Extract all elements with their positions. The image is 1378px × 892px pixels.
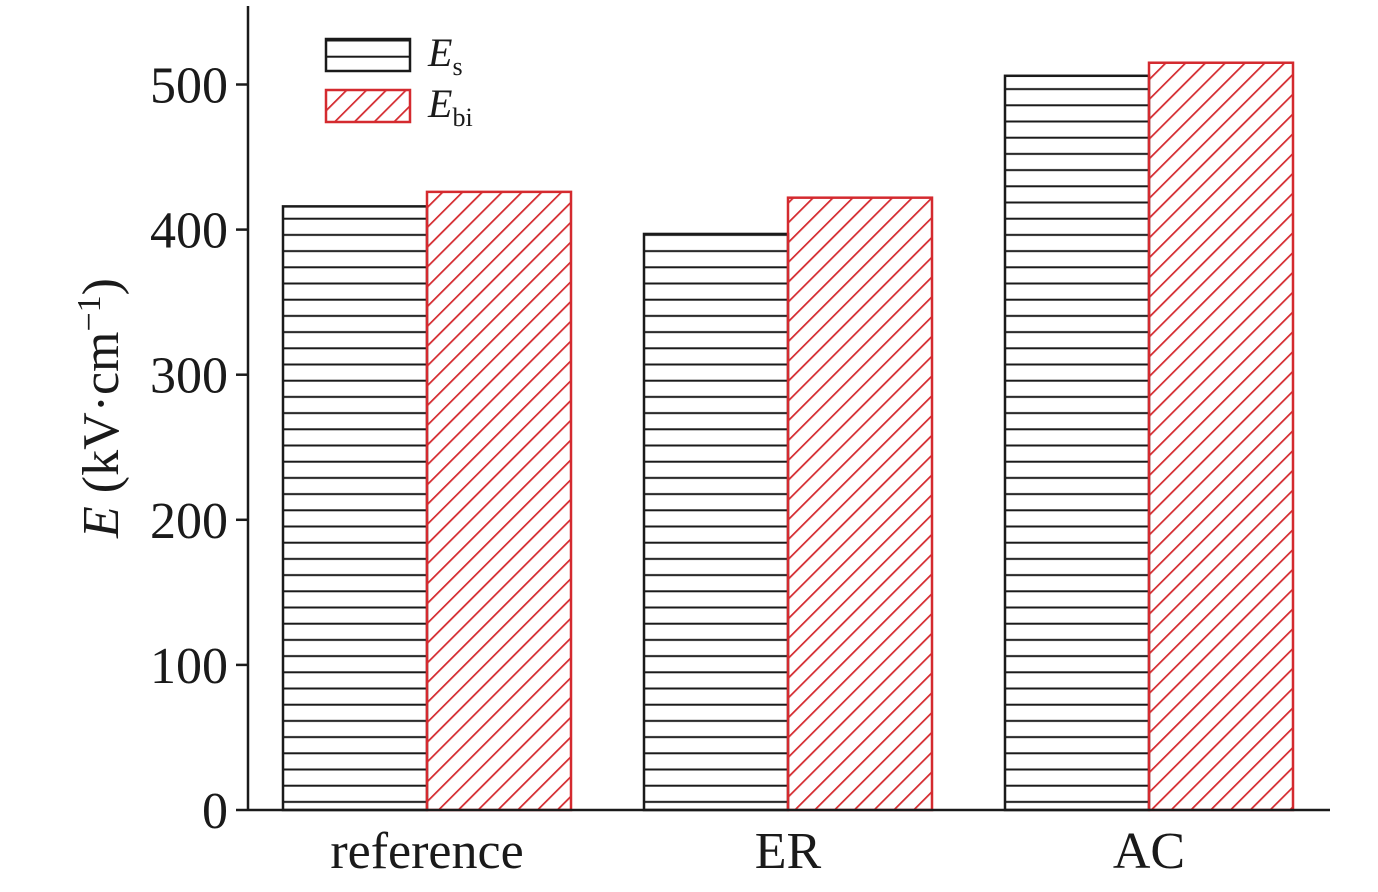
x-category-labels: reference ER AC (330, 823, 1185, 880)
y-axis-label-unit: (kV·cm (73, 332, 130, 507)
bar-ebi-ac (1147, 61, 1295, 812)
legend-label-es-sub: s (452, 52, 462, 81)
y-tick-label: 0 (202, 783, 228, 840)
axes (246, 6, 1330, 812)
bar-es-reference (281, 205, 429, 812)
y-tick-label: 400 (150, 203, 228, 260)
legend-label-ebi-main: E (427, 81, 452, 126)
x-category-label: reference (330, 823, 523, 880)
y-axis-label-variable: E (73, 506, 130, 539)
y-tick-label: 500 (150, 58, 228, 115)
legend-swatch-es (324, 37, 412, 73)
y-axis-label: E (kV·cm−1) (71, 278, 131, 539)
legend-label-es: Es (427, 30, 463, 81)
y-axis-label-exponent: −1 (71, 295, 108, 331)
bars-layer (281, 61, 1295, 812)
y-tick-label: 200 (150, 493, 228, 550)
y-tick-label: 100 (150, 638, 228, 695)
x-category-label: AC (1113, 823, 1185, 880)
bar-ebi-reference (425, 190, 573, 812)
legend-label-ebi: Ebi (427, 81, 473, 132)
bar-ebi-er (786, 196, 934, 812)
bar-es-ac (1003, 74, 1151, 812)
bar-es-er (642, 232, 790, 812)
y-tick-label: 300 (150, 348, 228, 405)
legend: Es Ebi (324, 30, 473, 132)
y-axis-label-close: ) (73, 278, 130, 295)
y-ticks: 0 100 200 300 400 500 (150, 58, 248, 840)
legend-swatch-ebi (324, 88, 412, 124)
legend-label-ebi-sub: bi (452, 103, 472, 132)
x-category-label: ER (755, 823, 822, 880)
legend-label-es-main: E (427, 30, 452, 75)
